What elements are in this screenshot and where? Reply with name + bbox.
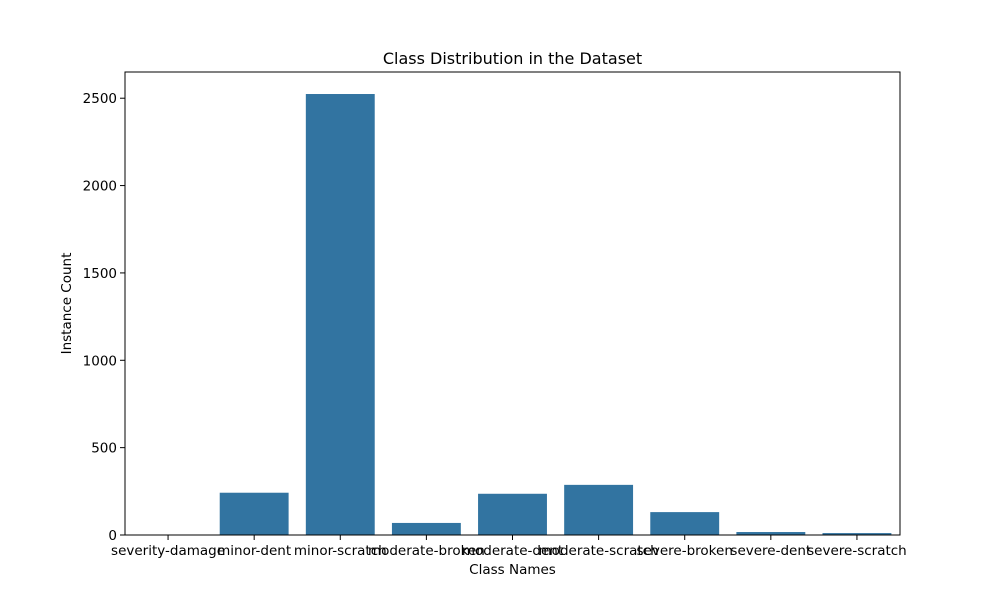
plot-frame: [124, 71, 901, 536]
bar-severe-broken: [650, 512, 720, 535]
y-axis: 0 500 1000 1500 2000 2500: [83, 91, 125, 544]
bar-severe-scratch: [822, 533, 892, 535]
x-tick-label: severe-scratch: [807, 543, 907, 559]
y-tick-label: 1000: [83, 353, 117, 369]
x-tick-label: severe-dent: [730, 543, 811, 559]
bar-moderate-scratch: [564, 484, 634, 535]
x-tick-label: moderate-broken: [368, 543, 485, 559]
bar-minor-scratch: [305, 94, 375, 535]
y-tick-label: 2500: [83, 91, 117, 107]
bar-minor-dent: [219, 492, 289, 535]
x-tick-label: severe-broken: [637, 543, 733, 559]
chart-title: Class Distribution in the Dataset: [383, 49, 642, 68]
bar-severe-dent: [736, 532, 806, 535]
y-tick-label: 1500: [83, 266, 117, 282]
x-tick-label: moderate-scratch: [539, 543, 659, 559]
y-tick-label: 500: [91, 441, 117, 457]
x-axis-title: Class Names: [469, 562, 556, 578]
y-tick-label: 2000: [83, 179, 117, 195]
bars-layer: [133, 94, 892, 535]
x-tick-label: severity-damage: [111, 543, 225, 559]
y-tick-label: 0: [108, 528, 117, 544]
bar-moderate-broken: [391, 522, 461, 535]
bar-moderate-dent: [478, 493, 547, 535]
x-tick-label: minor-scratch: [294, 543, 387, 559]
y-axis-title: Instance Count: [59, 253, 75, 355]
x-tick-label: minor-dent: [217, 543, 291, 559]
x-tick-label: moderate-dent: [462, 543, 563, 559]
